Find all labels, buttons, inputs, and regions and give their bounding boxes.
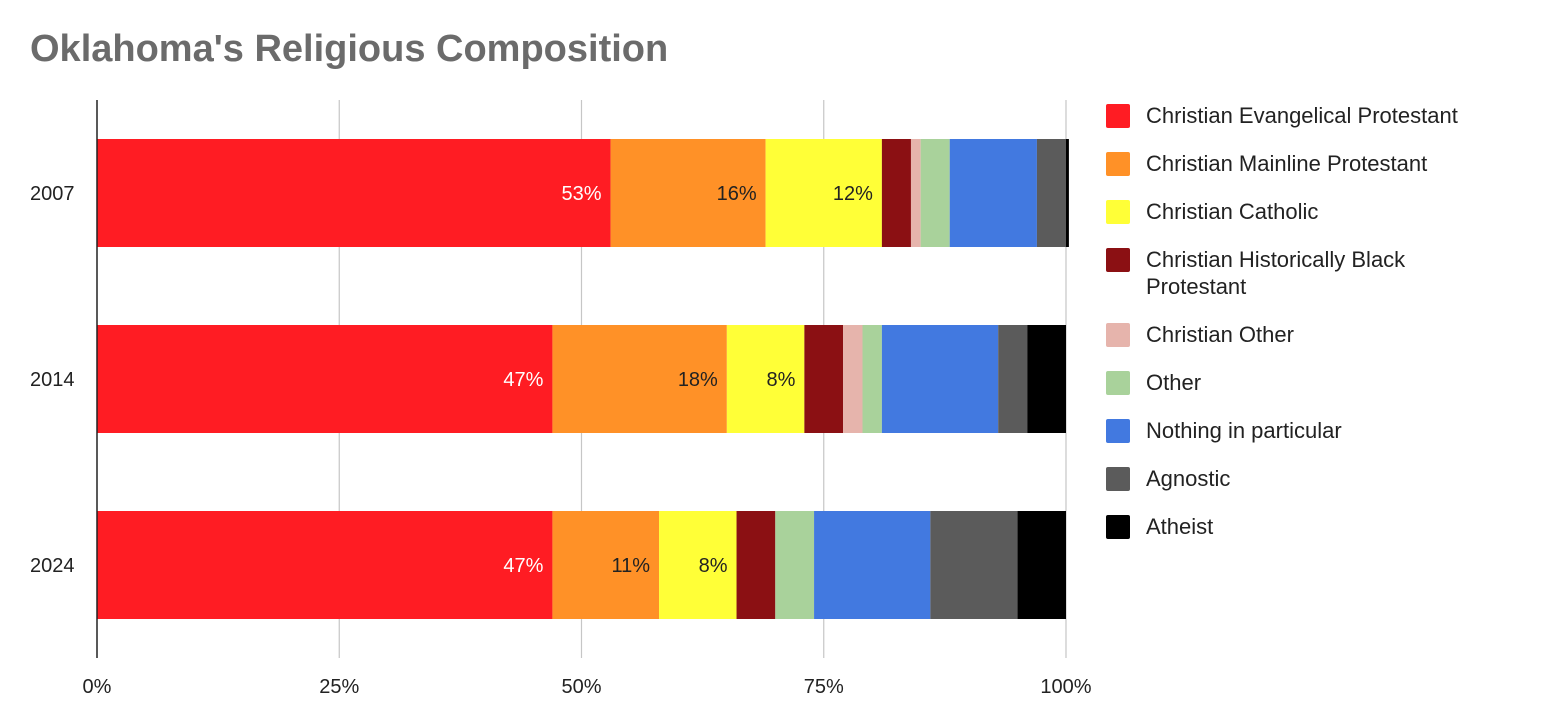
legend-swatch bbox=[1106, 152, 1130, 176]
data-label: 53% bbox=[562, 183, 602, 205]
bar-segment bbox=[862, 325, 882, 433]
legend-swatch bbox=[1106, 515, 1130, 539]
bar-segment bbox=[949, 139, 1037, 247]
legend-label: Christian Catholic bbox=[1146, 199, 1319, 224]
bar-segment bbox=[1036, 139, 1066, 247]
legend-item: Christian Evangelical Protestant bbox=[1106, 102, 1526, 129]
data-label: 8% bbox=[766, 369, 795, 391]
bar-segment bbox=[552, 511, 660, 619]
legend-item: Atheist bbox=[1106, 513, 1526, 540]
x-tick-label: 25% bbox=[319, 676, 359, 698]
bar-segment bbox=[881, 139, 911, 247]
legend: Christian Evangelical Protestant Christia… bbox=[1106, 102, 1526, 561]
legend-label: Christian Historically Black Protestant bbox=[1146, 247, 1406, 299]
legend-item: Christian Historically Black Protestant bbox=[1106, 246, 1526, 300]
data-label: 47% bbox=[503, 369, 543, 391]
bar-segment bbox=[881, 325, 999, 433]
bar-segment bbox=[97, 325, 553, 433]
bar-segment bbox=[1017, 511, 1066, 619]
data-label: 16% bbox=[717, 183, 757, 205]
legend-label: Christian Other bbox=[1146, 322, 1294, 347]
x-tick-label: 0% bbox=[83, 676, 112, 698]
legend-item: Christian Other bbox=[1106, 321, 1526, 348]
bar-segment bbox=[610, 139, 766, 247]
bar-segment bbox=[97, 139, 611, 247]
legend-item: Nothing in particular bbox=[1106, 417, 1526, 444]
legend-swatch bbox=[1106, 248, 1130, 272]
data-label: 12% bbox=[833, 183, 873, 205]
chart-title: Oklahoma's Religious Composition bbox=[30, 28, 669, 70]
bar-segment bbox=[97, 511, 553, 619]
legend-item: Other bbox=[1106, 369, 1526, 396]
bar-segment bbox=[930, 511, 1018, 619]
legend-swatch bbox=[1106, 104, 1130, 128]
data-label: 11% bbox=[611, 555, 650, 577]
bar-segment bbox=[910, 139, 921, 247]
data-label: 8% bbox=[699, 555, 728, 577]
category-label: 2014 bbox=[30, 369, 75, 391]
bar-segment bbox=[920, 139, 950, 247]
legend-label: Agnostic bbox=[1146, 466, 1231, 491]
legend-item: Agnostic bbox=[1106, 465, 1526, 492]
bar-segment bbox=[775, 511, 815, 619]
x-tick-label: 100% bbox=[1040, 676, 1091, 698]
x-tick-label: 50% bbox=[561, 676, 601, 698]
legend-swatch bbox=[1106, 371, 1130, 395]
legend-swatch bbox=[1106, 200, 1130, 224]
data-label: 47% bbox=[503, 555, 543, 577]
bar-segment bbox=[843, 325, 863, 433]
bar-segment bbox=[765, 139, 882, 247]
legend-label: Nothing in particular bbox=[1146, 418, 1342, 443]
bar-segment bbox=[726, 325, 805, 433]
bar-segment bbox=[736, 511, 776, 619]
bar-segment bbox=[998, 325, 1028, 433]
bar-segment bbox=[814, 511, 931, 619]
legend-swatch bbox=[1106, 323, 1130, 347]
legend-label: Christian Mainline Protestant bbox=[1146, 151, 1428, 176]
legend-label: Other bbox=[1146, 370, 1202, 395]
legend-label: Christian Evangelical Protestant bbox=[1146, 103, 1458, 128]
bar-segment bbox=[552, 325, 727, 433]
legend-swatch bbox=[1106, 467, 1130, 491]
category-label: 2007 bbox=[30, 183, 75, 205]
category-label: 2024 bbox=[30, 555, 75, 577]
x-tick-label: 75% bbox=[804, 676, 844, 698]
bar-segment bbox=[1066, 139, 1069, 247]
bar-segment bbox=[804, 325, 844, 433]
legend-item: Christian Catholic bbox=[1106, 198, 1526, 225]
legend-swatch bbox=[1106, 419, 1130, 443]
bar-segment bbox=[1027, 325, 1066, 433]
data-label: 18% bbox=[678, 369, 718, 391]
bar-segment bbox=[659, 511, 737, 619]
legend-label: Atheist bbox=[1146, 514, 1214, 539]
legend-item: Christian Mainline Protestant bbox=[1106, 150, 1526, 177]
